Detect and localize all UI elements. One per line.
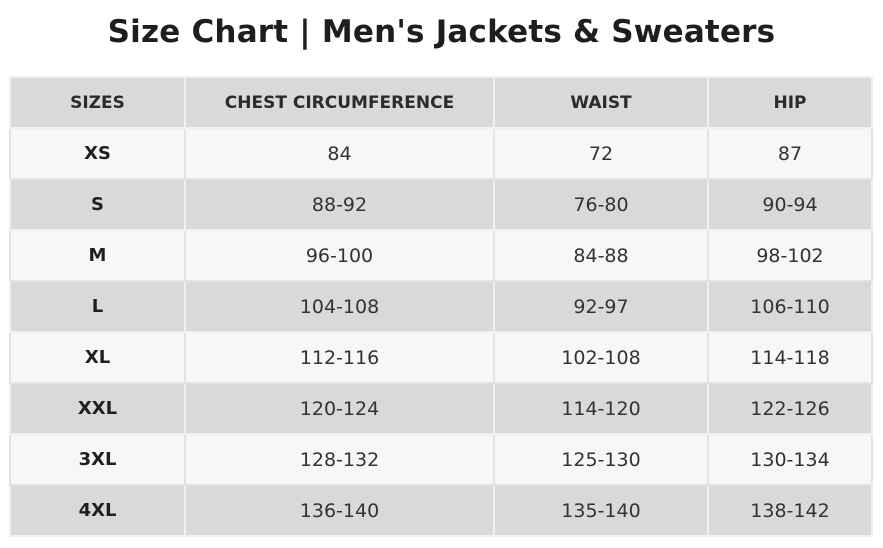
hip-cell: 106-110 [707,280,873,333]
table-row: 3XL 128-132 125-130 130-134 [9,433,873,486]
table-row: XS 84 72 87 [9,127,873,180]
waist-cell: 92-97 [493,280,709,333]
chest-cell: 120-124 [184,382,495,435]
hip-cell: 114-118 [707,331,873,384]
size-chart-table: SIZES CHEST CIRCUMFERENCE WAIST HIP XS 8… [9,76,873,537]
chest-cell: 84 [184,127,495,180]
table-row: XL 112-116 102-108 114-118 [9,331,873,384]
chest-cell: 104-108 [184,280,495,333]
waist-cell: 84-88 [493,229,709,282]
chest-cell: 136-140 [184,484,495,537]
table-row: S 88-92 76-80 90-94 [9,178,873,231]
chest-cell: 96-100 [184,229,495,282]
page-title: Size Chart | Men's Jackets & Sweaters [107,14,776,50]
header-waist: WAIST [493,76,709,129]
table-row: 4XL 136-140 135-140 138-142 [9,484,873,537]
table-header-row: SIZES CHEST CIRCUMFERENCE WAIST HIP [9,76,873,129]
hip-cell: 130-134 [707,433,873,486]
size-cell: L [9,280,186,333]
hip-cell: 90-94 [707,178,873,231]
size-cell: XL [9,331,186,384]
chest-cell: 128-132 [184,433,495,486]
table-row: XXL 120-124 114-120 122-126 [9,382,873,435]
size-cell: S [9,178,186,231]
waist-cell: 135-140 [493,484,709,537]
header-sizes: SIZES [9,76,186,129]
hip-cell: 98-102 [707,229,873,282]
header-chest-circumference: CHEST CIRCUMFERENCE [184,76,495,129]
size-cell: XXL [9,382,186,435]
table-row: M 96-100 84-88 98-102 [9,229,873,282]
chest-cell: 88-92 [184,178,495,231]
hip-cell: 87 [707,127,873,180]
size-cell: 4XL [9,484,186,537]
waist-cell: 76-80 [493,178,709,231]
waist-cell: 102-108 [493,331,709,384]
waist-cell: 114-120 [493,382,709,435]
size-cell: XS [9,127,186,180]
waist-cell: 125-130 [493,433,709,486]
table-row: L 104-108 92-97 106-110 [9,280,873,333]
header-hip: HIP [707,76,873,129]
chest-cell: 112-116 [184,331,495,384]
waist-cell: 72 [493,127,709,180]
hip-cell: 122-126 [707,382,873,435]
hip-cell: 138-142 [707,484,873,537]
size-cell: M [9,229,186,282]
size-cell: 3XL [9,433,186,486]
